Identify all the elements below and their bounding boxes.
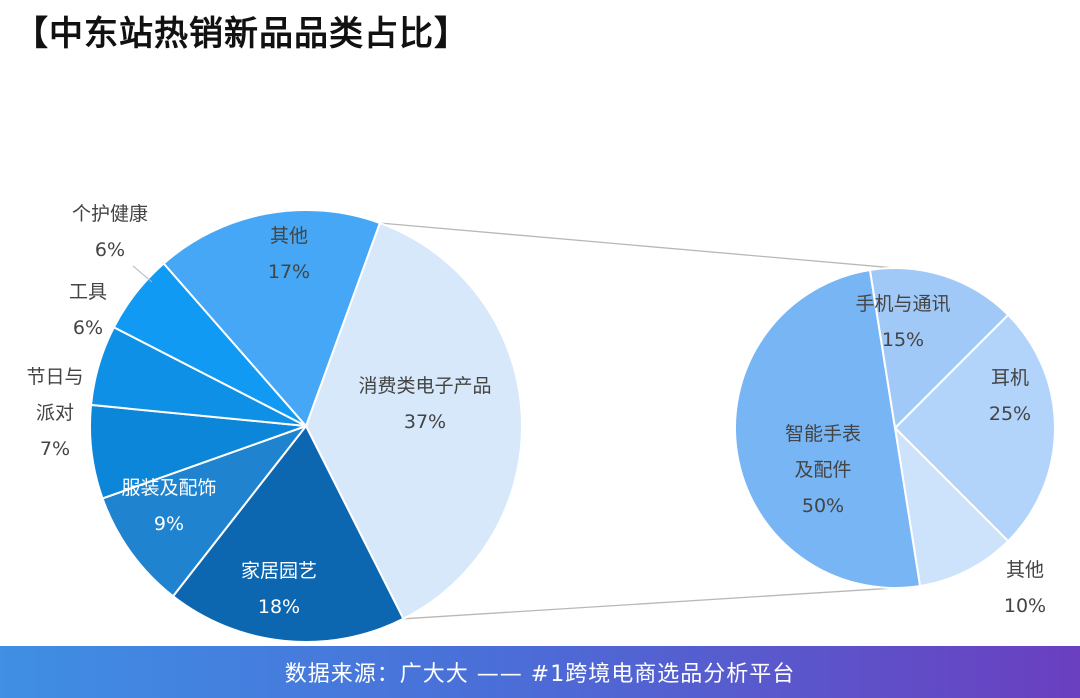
main-pie-slice-2-value: 9%	[154, 513, 184, 535]
main-pie-slice-4-value: 6%	[73, 317, 103, 339]
main-pie-slice-1-label: 家居园艺 18%	[241, 560, 317, 618]
main-pie	[89, 209, 523, 643]
secondary-pie-slice-0	[893, 313, 1057, 543]
secondary-pie-slice-1	[893, 425, 1010, 588]
secondary-pie-slice-2-label: 智能手表及配件 50%	[785, 423, 861, 517]
main-pie-slice-2	[101, 423, 309, 598]
main-pie-slice-5-value: 6%	[95, 239, 125, 261]
connector-lines	[379, 222, 896, 620]
page-title: 【中东站热销新品品类占比】	[14, 14, 469, 54]
main-pie-slice-2-label: 服装及配饰 9%	[121, 477, 216, 535]
data-source-text: 数据来源：广大大 —— #1跨境电商选品分析平台	[284, 662, 796, 687]
secondary-pie	[734, 267, 1057, 589]
main-pie-slice-0	[304, 221, 523, 621]
secondary-pie-slice-1-label: 其他 10%	[1004, 559, 1046, 617]
connector-line-top	[379, 222, 896, 269]
secondary-pie-slice-1-value: 10%	[1004, 595, 1046, 617]
main-pie-slice-5-label: 个护健康 6%	[72, 203, 148, 261]
secondary-pie-slice-2	[734, 268, 922, 589]
secondary-pie-slice-0-value: 25%	[989, 403, 1031, 425]
connector-line-bottom	[403, 587, 896, 620]
main-pie-slice-1	[171, 424, 405, 643]
main-pie-slice-6-value: 17%	[268, 261, 310, 283]
main-pie-slice-6-label: 其他 17%	[268, 225, 310, 283]
secondary-pie-slice-3-label: 手机与通讯 15%	[855, 293, 950, 351]
main-pie-slice-0-value: 37%	[404, 411, 446, 433]
main-pie-slice-6	[162, 209, 382, 428]
secondary-pie-slice-3	[868, 267, 1010, 431]
main-pie-slice-0-label: 消费类电子产品 37%	[358, 375, 491, 433]
pie-of-pie-chart: 消费类电子产品 37% 家居园艺 18% 服装及配饰 9% 节日与派对 7% 工具 6% 个护健康 6…	[26, 203, 1057, 643]
secondary-pie-slice-0-label: 耳机 25%	[989, 367, 1031, 425]
secondary-pie-slice-3-value: 15%	[882, 329, 924, 351]
data-source-footer: 数据来源：广大大 —— #1跨境电商选品分析平台	[0, 646, 1080, 698]
secondary-pie-slice-2-value: 50%	[802, 495, 844, 517]
main-pie-slice-1-value: 18%	[258, 596, 300, 618]
main-pie-slice-3-label: 节日与派对 7%	[26, 366, 83, 460]
slice-labels: 消费类电子产品 37% 家居园艺 18% 服装及配饰 9% 节日与派对 7% 工具 6% 个护健康 6…	[26, 203, 1046, 618]
main-pie-slice-3-value: 7%	[40, 438, 70, 460]
leader-line	[132, 265, 153, 283]
main-pie-slice-4-label: 工具 6%	[69, 281, 107, 339]
